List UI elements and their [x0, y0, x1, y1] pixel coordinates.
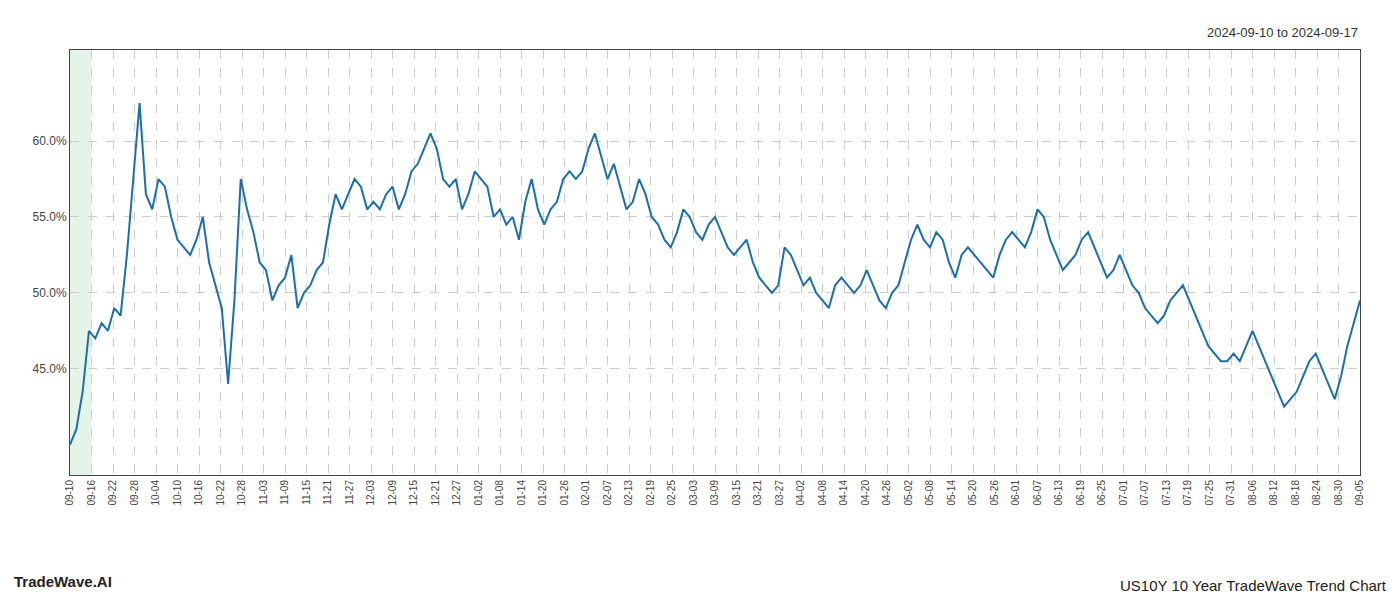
svg-text:02-25: 02-25 [666, 480, 677, 506]
svg-text:03-15: 03-15 [731, 480, 742, 506]
svg-text:12-03: 12-03 [365, 480, 376, 506]
svg-text:2024-09-10 to 2024-09-17: 2024-09-10 to 2024-09-17 [1207, 25, 1358, 40]
svg-text:12-27: 12-27 [451, 480, 462, 506]
svg-text:06-01: 06-01 [1010, 480, 1021, 506]
svg-text:10-10: 10-10 [172, 480, 183, 506]
svg-text:03-27: 03-27 [774, 480, 785, 506]
svg-text:07-13: 07-13 [1161, 480, 1172, 506]
svg-text:01-26: 01-26 [559, 480, 570, 506]
svg-text:05-14: 05-14 [946, 480, 957, 506]
svg-text:03-21: 03-21 [752, 480, 763, 506]
svg-text:02-13: 02-13 [623, 480, 634, 506]
svg-text:02-07: 02-07 [602, 480, 613, 506]
svg-text:11-27: 11-27 [344, 480, 355, 505]
svg-text:05-02: 05-02 [903, 480, 914, 506]
svg-text:08-06: 08-06 [1247, 480, 1258, 506]
svg-text:09-22: 09-22 [107, 480, 118, 506]
svg-text:12-09: 12-09 [387, 480, 398, 506]
svg-text:55.0%: 55.0% [33, 210, 67, 224]
svg-text:09-05: 09-05 [1354, 480, 1365, 506]
svg-text:07-07: 07-07 [1139, 480, 1150, 506]
svg-text:10-16: 10-16 [193, 480, 204, 506]
svg-text:11-15: 11-15 [301, 480, 312, 505]
svg-text:05-20: 05-20 [967, 480, 978, 506]
svg-text:06-07: 06-07 [1032, 480, 1043, 506]
svg-text:02-01: 02-01 [580, 480, 591, 506]
svg-text:10-22: 10-22 [215, 480, 226, 506]
svg-text:10-28: 10-28 [236, 480, 247, 506]
svg-text:01-20: 01-20 [537, 480, 548, 506]
svg-text:07-25: 07-25 [1204, 480, 1215, 506]
svg-text:11-03: 11-03 [258, 480, 269, 505]
svg-text:06-13: 06-13 [1053, 480, 1064, 506]
svg-text:04-20: 04-20 [860, 480, 871, 506]
svg-text:07-31: 07-31 [1225, 480, 1236, 506]
svg-text:06-25: 06-25 [1096, 480, 1107, 506]
svg-text:60.0%: 60.0% [33, 134, 67, 148]
svg-text:05-26: 05-26 [989, 480, 1000, 506]
svg-text:09-10: 09-10 [64, 480, 75, 506]
svg-text:09-16: 09-16 [86, 480, 97, 506]
svg-text:50.0%: 50.0% [33, 286, 67, 300]
svg-text:09-28: 09-28 [129, 480, 140, 506]
svg-text:04-14: 04-14 [838, 480, 849, 506]
svg-text:12-21: 12-21 [430, 480, 441, 506]
svg-text:12-15: 12-15 [408, 480, 419, 506]
svg-text:01-14: 01-14 [516, 480, 527, 506]
svg-text:04-26: 04-26 [881, 480, 892, 506]
svg-text:11-09: 11-09 [279, 480, 290, 505]
svg-text:02-19: 02-19 [645, 480, 656, 506]
svg-text:03-03: 03-03 [688, 480, 699, 506]
svg-text:10-04: 10-04 [150, 480, 161, 506]
svg-text:08-12: 08-12 [1268, 480, 1279, 506]
svg-text:08-30: 08-30 [1333, 480, 1344, 506]
svg-text:08-18: 08-18 [1290, 480, 1301, 506]
svg-text:03-09: 03-09 [709, 480, 720, 506]
svg-text:11-21: 11-21 [322, 480, 333, 505]
svg-text:05-08: 05-08 [924, 480, 935, 506]
svg-text:07-01: 07-01 [1118, 480, 1129, 506]
svg-text:45.0%: 45.0% [33, 362, 67, 376]
svg-text:08-24: 08-24 [1311, 480, 1322, 506]
svg-text:07-19: 07-19 [1182, 480, 1193, 506]
svg-text:04-02: 04-02 [795, 480, 806, 506]
svg-text:US10Y 10 Year TradeWave Trend: US10Y 10 Year TradeWave Trend Chart [1120, 577, 1387, 594]
svg-text:TradeWave.AI: TradeWave.AI [14, 573, 112, 590]
svg-text:04-08: 04-08 [817, 480, 828, 506]
svg-text:01-02: 01-02 [473, 480, 484, 506]
svg-text:01-08: 01-08 [494, 480, 505, 506]
svg-text:06-19: 06-19 [1075, 480, 1086, 506]
